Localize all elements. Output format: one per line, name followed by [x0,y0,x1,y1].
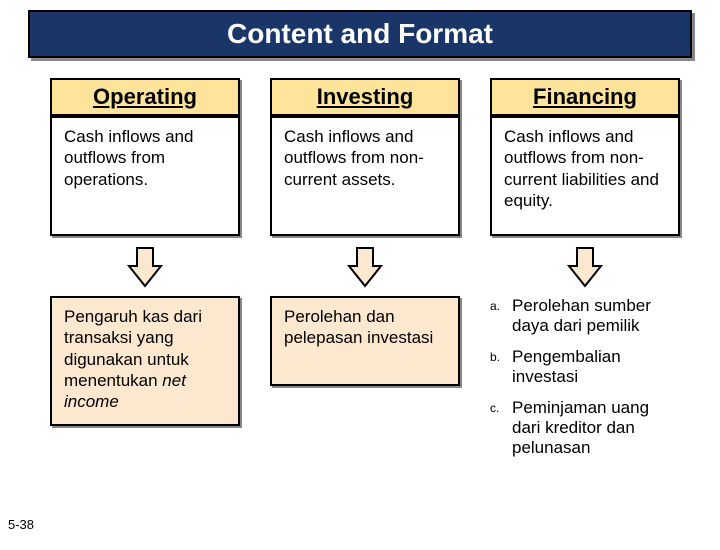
list-text-c: Peminjaman uang dari kreditor dan peluna… [512,398,680,459]
body-investing-text: Cash inflows and outflows from non-curre… [284,127,424,189]
slide-number: 5-38 [8,517,34,532]
financing-list: a. Perolehan sumber daya dari pemilik b.… [490,296,680,469]
down-arrow-icon [125,246,165,288]
list-text-b: Pengembalian investasi [512,347,680,388]
bottom-row: Pengaruh kas dari transaksi yang digunak… [50,296,680,469]
header-row: Operating Investing Financing [50,78,680,116]
bottom-investing-text: Perolehan dan pelepasan investasi [284,307,433,347]
list-marker-b: b. [490,347,512,364]
down-arrow-icon [565,246,605,288]
bottom-investing: Perolehan dan pelepasan investasi [270,296,460,386]
bottom-operating-text: Pengaruh kas dari transaksi yang digunak… [64,307,202,411]
header-operating-label: Operating [93,84,197,109]
bottom-operating: Pengaruh kas dari transaksi yang digunak… [50,296,240,426]
header-financing: Financing [490,78,680,116]
list-item: c. Peminjaman uang dari kreditor dan pel… [490,398,680,459]
list-item: a. Perolehan sumber daya dari pemilik [490,296,680,337]
header-investing: Investing [270,78,460,116]
body-financing: Cash inflows and outflows from non-curre… [490,116,680,236]
body-financing-text: Cash inflows and outflows from non-curre… [504,127,659,210]
down-arrow-icon [345,246,385,288]
header-operating: Operating [50,78,240,116]
body-operating-text: Cash inflows and outflows from operation… [64,127,193,189]
list-marker-a: a. [490,296,512,313]
body-operating: Cash inflows and outflows from operation… [50,116,240,236]
body-row: Cash inflows and outflows from operation… [50,116,680,236]
list-text-a: Perolehan sumber daya dari pemilik [512,296,680,337]
title-bar: Content and Format [28,10,692,58]
arrow-row [50,246,680,288]
body-investing: Cash inflows and outflows from non-curre… [270,116,460,236]
header-financing-label: Financing [533,84,637,109]
list-item: b. Pengembalian investasi [490,347,680,388]
list-marker-c: c. [490,398,512,415]
header-investing-label: Investing [317,84,414,109]
title-text: Content and Format [227,18,493,49]
